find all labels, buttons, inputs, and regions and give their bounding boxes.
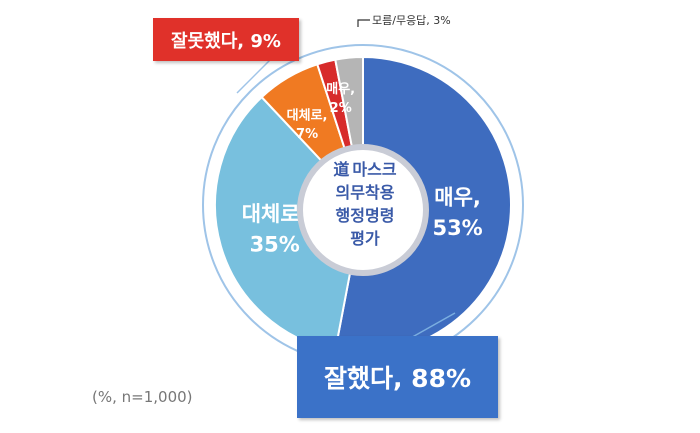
center-title-line: 의무착용 <box>335 183 395 202</box>
group-label-good: 잘했다, 88% <box>297 336 498 418</box>
center-title-line: 마스크 <box>352 160 397 179</box>
province-char: 道 <box>333 160 350 179</box>
slice-label: 대체로, 7% <box>287 108 328 142</box>
sample-note: (%, n=1,000) <box>92 388 193 406</box>
pie-slice <box>214 95 365 352</box>
center-title-line: 평가 <box>350 229 380 248</box>
chart-center-title: 道 마스크 의무착용 행정명령 평가 <box>300 158 430 250</box>
center-title-line: 행정명령 <box>335 206 395 225</box>
connector-bad <box>236 59 271 94</box>
callout-line <box>357 19 370 27</box>
slice-label: 매우, 2% <box>326 82 355 116</box>
slice-label: 모름/무응답, 3% <box>372 14 451 27</box>
center-hole <box>297 144 429 276</box>
slice-label: 매우, 53% <box>432 186 482 240</box>
group-label-bad: 잘못했다, 9% <box>153 18 299 61</box>
slice-label: 대체로, 35% <box>242 202 308 257</box>
